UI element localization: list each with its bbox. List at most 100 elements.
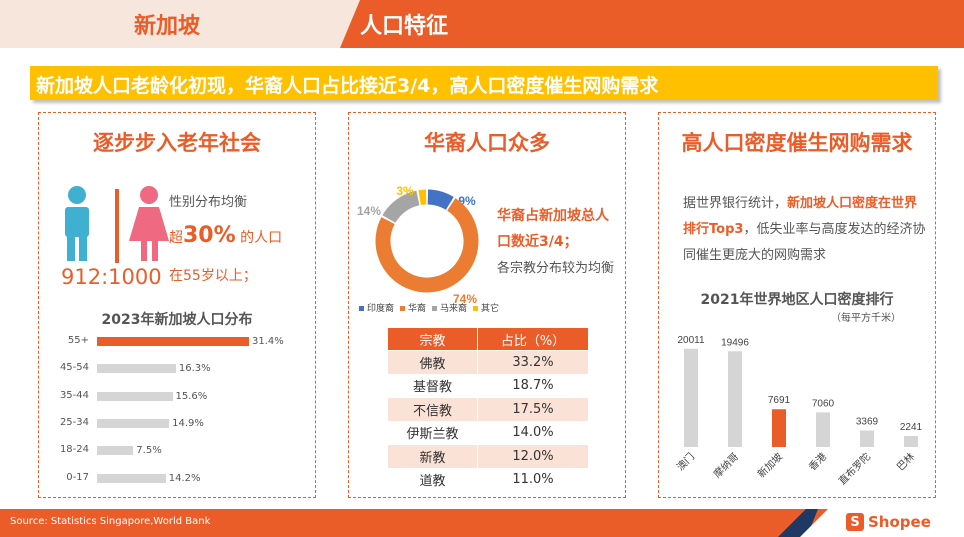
gender-ratio: 912:1000: [61, 265, 162, 289]
ethnic-main-text: 华裔占新加坡总人口数近3/4；: [497, 208, 609, 250]
ethnicity-donut-chart: 9%74%14%3%: [357, 184, 479, 303]
over-55-text: 超30% 的人口: [169, 223, 282, 248]
donut-slice: [382, 190, 420, 224]
density-bar: [860, 430, 874, 447]
headline-text: 新加坡人口老龄化初现，华裔人口占比接近3/4，高人口密度催生网购需求: [36, 75, 659, 97]
donut-slice: [375, 198, 479, 293]
density-category-label: 澳门: [674, 450, 697, 473]
table-cell: 新教: [386, 444, 479, 469]
density-value-label: 7060: [812, 398, 835, 409]
density-bar: [904, 435, 918, 447]
legend-label: 印度裔: [367, 304, 395, 314]
panel-ethnic-title: 华裔人口众多: [424, 131, 550, 155]
density-text-highlight: 新加坡人口密度在世界排行Top3: [683, 196, 918, 237]
header-right-band: [340, 0, 964, 48]
table-row: 不信教 17.5%: [386, 397, 589, 422]
density-text-c: ，低失业率与高度发达的经济协同催生更庞大的网购需求: [683, 222, 926, 263]
age-value-label: 14.9%: [172, 417, 204, 429]
age-bar: [97, 446, 134, 456]
age-tick-label: 35-44: [59, 389, 89, 401]
over-percent: 30%: [183, 223, 236, 248]
header-topic: 人口特征: [360, 14, 449, 39]
table-row: 基督教 18.7%: [386, 373, 589, 398]
panel-ethnic: 华裔人口众多 9% 74% 14% 3% 华裔占新加坡总人口数近3/4； 各宗教分布较…: [348, 112, 626, 498]
density-bar: [684, 348, 698, 447]
legend-item: 印度裔: [359, 304, 394, 314]
legend-item: 马来裔: [432, 304, 467, 314]
table-cell: 基督教: [386, 373, 479, 398]
ethnicity-legend: 印度裔 华裔 马来裔 其它: [359, 301, 505, 314]
shopee-bag-icon: S: [846, 513, 864, 531]
density-bar: [816, 412, 830, 447]
age-chart-title: 2023年新加坡人口分布: [101, 312, 253, 328]
table-cell: 12.0%: [477, 444, 589, 469]
density-category-label: 直布罗陀: [836, 450, 873, 487]
table-cell: 17.5%: [477, 397, 589, 422]
age-tick-label: 0-17: [66, 471, 89, 483]
density-text-a: 据世界银行统计，: [683, 196, 788, 211]
table-cell: 18.7%: [477, 373, 589, 398]
legend-swatch: [400, 306, 406, 311]
female-icon: [129, 186, 169, 261]
donut-value-label: 14%: [357, 204, 381, 218]
age-tick-label: 25-34: [59, 416, 89, 428]
panel-aging: 逐步步入老年社会 912:1000 性别分布均衡 超30% 的人口 在55岁以上…: [38, 112, 316, 498]
table-row: 佛教 33.2%: [386, 350, 589, 375]
density-category-label: 巴林: [894, 450, 917, 473]
footer-logo-area: [800, 509, 964, 537]
over-prefix: 超: [169, 230, 183, 246]
male-icon: [65, 186, 89, 261]
table-header: 宗教: [386, 327, 479, 351]
age-tick-label: 55+: [67, 335, 89, 346]
legend-swatch: [473, 306, 479, 311]
age-bar: [97, 418, 170, 428]
legend-item: 其它: [473, 304, 499, 314]
density-text: 据世界银行统计，新加坡人口密度在世界排行Top3，低失业率与高度发达的经济协同催…: [683, 191, 927, 269]
density-bar: [772, 409, 786, 447]
legend-label: 华裔: [408, 304, 427, 314]
panel-density: 高人口密度催生网购需求 据世界银行统计，新加坡人口密度在世界排行Top3，低失业…: [658, 112, 936, 498]
density-value-label: 3369: [856, 416, 879, 427]
legend-item: 华裔: [400, 304, 426, 314]
legend-swatch: [432, 306, 438, 311]
density-bar-chart: 20011 澳门 19496 摩纳哥 7691 新加坡 7060 香港 3369 直布罗陀 2241…: [674, 335, 923, 488]
density-value-label: 2241: [900, 422, 923, 433]
table-cell: 14.0%: [477, 420, 589, 445]
gender-balance-text: 性别分布均衡: [169, 195, 248, 210]
shopee-logo-text: Shopee: [868, 513, 931, 531]
table-cell: 33.2%: [477, 350, 589, 375]
age-tick-label: 18-24: [59, 444, 89, 456]
age-bar: [97, 364, 176, 374]
density-value-label: 7691: [768, 395, 791, 406]
gender-icons: [65, 186, 169, 263]
legend-label: 马来裔: [440, 304, 468, 314]
density-category-label: 摩纳哥: [711, 450, 741, 480]
table-row: 伊斯兰教 14.0%: [386, 420, 589, 445]
age-tick-label: 45-54: [59, 362, 89, 374]
age-bar: [97, 337, 249, 346]
density-bar: [728, 351, 742, 447]
age-bar: [97, 391, 173, 401]
age-value-label: 14.2%: [168, 472, 201, 484]
table-header: 占比（%）: [477, 327, 589, 351]
donut-slice: [418, 189, 427, 206]
religion-table: 宗教 占比（%） 佛教 33.2% 基督教 18.7% 不信教 17.5% 伊斯兰教 14.0%…: [386, 327, 589, 492]
donut-value-label: 3%: [396, 184, 414, 198]
age-value-label: 31.4%: [252, 336, 284, 347]
ethnic-sub-text: 各宗教分布较为均衡: [497, 261, 615, 276]
density-category-label: 新加坡: [755, 450, 785, 480]
density-value-label: 19496: [721, 337, 749, 348]
table-cell: 伊斯兰教: [386, 420, 479, 445]
density-category-label: 香港: [806, 451, 829, 474]
panel-aging-title: 逐步步入老年社会: [93, 131, 261, 155]
headline-banner: 新加坡人口老龄化初现，华裔人口占比接近3/4，高人口密度催生网购需求: [30, 66, 938, 100]
density-chart-unit: （每平方千米）: [831, 313, 901, 324]
age-value-label: 7.5%: [136, 445, 162, 457]
over-suffix: 的人口: [240, 230, 283, 246]
panel-density-title: 高人口密度催生网购需求: [681, 131, 913, 155]
legend-swatch: [359, 306, 364, 311]
density-chart-title: 2021年世界地区人口密度排行: [700, 292, 894, 308]
header-country: 新加坡: [134, 14, 201, 39]
age-value-label: 15.6%: [175, 390, 208, 402]
table-cell: 11.0%: [477, 467, 589, 492]
